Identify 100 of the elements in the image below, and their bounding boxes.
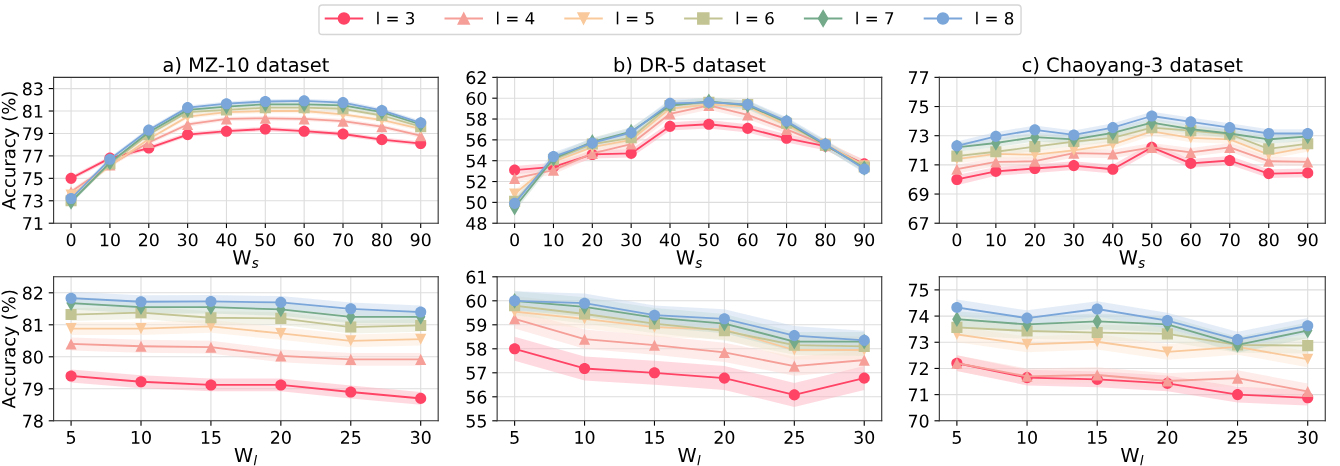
y-tick-label: 58 <box>466 342 487 356</box>
y-tick-label: 74 <box>908 310 929 323</box>
y-tick-label: 79 <box>23 127 43 141</box>
x-axis-title: W$_{s}$ <box>1119 250 1145 268</box>
x-tick-label: 50 <box>699 233 719 247</box>
y-tick-label: 50 <box>466 196 487 210</box>
y-tick-label: 79 <box>23 382 43 396</box>
y-tick-label: 62 <box>466 71 486 85</box>
x-tick-label: 60 <box>294 233 315 247</box>
legend-label: l = 5 <box>616 11 654 25</box>
y-tick-label: 56 <box>466 390 487 404</box>
x-tick-label: 20 <box>1157 430 1178 444</box>
y-tick-label: 78 <box>23 414 43 428</box>
x-tick-label: 20 <box>139 233 159 247</box>
x-tick-label: 50 <box>1142 233 1162 247</box>
x-tick-label: 10 <box>986 233 1006 247</box>
x-tick-label: 40 <box>659 233 680 247</box>
legend-label: l = 3 <box>377 11 415 25</box>
y-tick-label: 75 <box>908 283 929 297</box>
x-tick-label: 80 <box>1258 233 1279 247</box>
y-tick-label: 80 <box>22 350 43 364</box>
x-tick-label: 0 <box>952 233 962 247</box>
y-tick-label: 52 <box>466 175 486 189</box>
chart-title: b) DR-5 dataset <box>614 57 766 75</box>
legend-label: l = 6 <box>736 11 774 25</box>
x-tick-label: 80 <box>371 233 392 247</box>
x-tick-label: 30 <box>854 430 875 444</box>
x-tick-label: 0 <box>510 233 519 247</box>
x-tick-label: 70 <box>333 233 353 247</box>
y-tick-label: 70 <box>908 414 929 428</box>
x-tick-label: 40 <box>1102 233 1123 247</box>
y-tick-label: 72 <box>908 362 928 376</box>
x-tick-label: 25 <box>784 430 804 444</box>
y-tick-label: 67 <box>908 216 929 231</box>
x-axis-title: W$_{l}$ <box>678 447 701 466</box>
y-tick-label: 73 <box>23 194 43 208</box>
x-tick-label: 25 <box>1227 430 1248 444</box>
y-tick-label: 59 <box>466 318 487 332</box>
x-tick-label: 15 <box>645 431 664 444</box>
y-tick-label: 48 <box>466 216 487 231</box>
y-tick-label: 58 <box>466 112 487 126</box>
x-tick-label: 90 <box>1297 233 1318 247</box>
y-tick-label: 71 <box>908 388 929 402</box>
x-tick-label: 60 <box>1180 233 1201 247</box>
y-tick-label: 81 <box>22 318 43 332</box>
y-tick-label: 77 <box>23 149 43 163</box>
x-tick-label: 30 <box>410 430 431 444</box>
x-tick-label: 30 <box>621 233 642 247</box>
legend-label: l = 7 <box>856 11 894 25</box>
y-tick-label: 73 <box>908 129 929 143</box>
x-tick-label: 70 <box>776 233 797 247</box>
y-tick-label: 83 <box>22 82 43 96</box>
x-tick-label: 15 <box>201 431 221 444</box>
x-tick-label: 25 <box>341 430 361 444</box>
y-axis-title: Accuracy (%) <box>1 290 20 409</box>
y-tick-label: 56 <box>466 133 487 147</box>
chart-title: a) MZ-10 dataset <box>163 57 329 75</box>
x-tick-label: 80 <box>815 233 836 247</box>
y-tick-label: 61 <box>466 270 486 284</box>
y-tick-label: 71 <box>908 158 929 172</box>
chart-title: c) Chaoyang-3 dataset <box>1022 57 1243 76</box>
x-tick-label: 30 <box>1298 430 1318 444</box>
x-tick-label: 20 <box>582 233 603 247</box>
legend-label: l = 4 <box>496 11 535 25</box>
x-tick-label: 20 <box>271 430 291 444</box>
x-tick-label: 5 <box>510 431 519 444</box>
y-tick-label: 82 <box>22 286 43 300</box>
y-tick-label: 75 <box>23 172 43 186</box>
y-tick-label: 57 <box>466 366 486 380</box>
x-tick-label: 20 <box>714 430 735 444</box>
x-tick-label: 40 <box>216 233 237 247</box>
y-axis-title: Accuracy (%) <box>1 92 20 210</box>
x-tick-label: 90 <box>410 233 431 247</box>
legend-label: l = 8 <box>976 11 1014 25</box>
x-tick-label: 15 <box>1088 431 1107 444</box>
x-tick-label: 10 <box>544 233 564 247</box>
y-tick-label: 60 <box>466 294 487 308</box>
y-tick-label: 77 <box>908 71 929 84</box>
x-tick-label: 5 <box>66 431 76 444</box>
x-tick-label: 5 <box>952 431 961 444</box>
x-tick-label: 0 <box>66 233 76 247</box>
x-axis-title: W$_{s}$ <box>232 250 259 268</box>
y-tick-label: 71 <box>23 217 43 230</box>
x-tick-label: 70 <box>1220 233 1240 247</box>
y-tick-label: 54 <box>466 154 487 168</box>
x-tick-label: 50 <box>255 233 276 247</box>
x-tick-label: 10 <box>575 430 595 444</box>
y-tick-label: 55 <box>466 414 486 428</box>
y-tick-label: 60 <box>466 91 487 106</box>
y-tick-label: 75 <box>908 100 929 114</box>
x-tick-label: 90 <box>854 233 875 247</box>
x-tick-label: 30 <box>177 233 198 247</box>
x-tick-label: 10 <box>1017 430 1037 444</box>
y-tick-label: 73 <box>908 335 929 350</box>
y-tick-label: 69 <box>908 187 929 201</box>
x-axis-title: W$_{s}$ <box>676 250 703 268</box>
y-tick-label: 81 <box>22 104 43 118</box>
x-axis-title: W$_{l}$ <box>234 447 258 466</box>
x-tick-label: 30 <box>1064 233 1084 247</box>
x-axis-title: W$_{l}$ <box>1120 447 1144 466</box>
